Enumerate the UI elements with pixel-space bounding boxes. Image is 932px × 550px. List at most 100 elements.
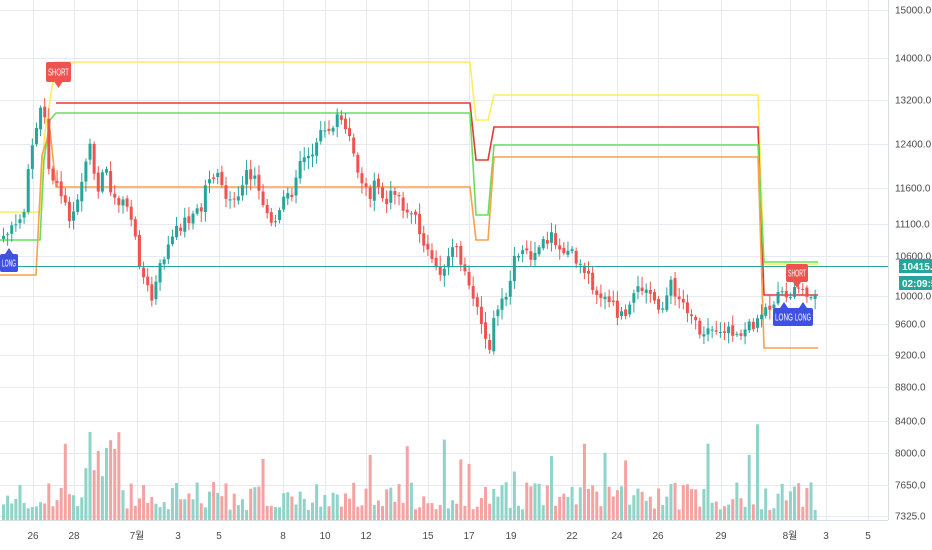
candle-body	[661, 308, 665, 310]
x-tick-label: 24	[611, 531, 623, 542]
volume-bar	[648, 496, 652, 520]
candle-body	[240, 185, 244, 196]
candle-body	[179, 227, 183, 231]
volume-bar	[537, 483, 541, 520]
candle-body	[467, 271, 471, 286]
volume-bar	[240, 499, 244, 520]
volume-bar	[39, 502, 43, 520]
volume-bar	[265, 505, 269, 520]
candle-body	[508, 280, 512, 297]
signal-badge-pointer	[799, 302, 807, 308]
signal-badge-long[interactable]: LONG	[793, 302, 813, 326]
candle-body	[389, 190, 393, 203]
y-tick-label: 8400.0	[895, 417, 926, 428]
candle-body	[348, 128, 352, 137]
candle-body	[574, 250, 578, 264]
candle-body	[109, 171, 113, 193]
signal-badge-short[interactable]: SHORT	[786, 264, 808, 288]
volume-bar	[665, 496, 669, 520]
candle-body	[479, 306, 483, 324]
volume-bar	[315, 484, 319, 520]
volume-bar	[249, 488, 253, 520]
candle-body	[784, 291, 788, 298]
signal-badge-long[interactable]: LONG	[0, 248, 18, 272]
volume-bar	[51, 506, 55, 520]
volume-bar	[393, 501, 397, 520]
volume-bar	[170, 487, 174, 520]
volume-bar	[323, 495, 327, 520]
signal-label: SHORT	[788, 269, 806, 280]
y-tick-label: 10000.0	[895, 292, 932, 303]
x-tick-label: 5	[216, 531, 222, 542]
candle-body	[636, 286, 640, 293]
volume-bar	[488, 503, 492, 520]
volume-bar	[158, 507, 162, 520]
volume-bar	[269, 505, 273, 520]
candle-body	[269, 212, 273, 223]
volume-bar	[442, 439, 446, 520]
volume-bar	[113, 448, 117, 520]
candle-body	[22, 212, 26, 218]
candle-body	[463, 264, 467, 272]
volume-bar	[339, 506, 343, 520]
candle-body	[51, 168, 55, 181]
candle-body	[183, 217, 187, 232]
volume-bar	[129, 483, 133, 520]
candle-body	[154, 281, 158, 300]
candle-body	[541, 239, 545, 249]
signal-badge-pointer	[780, 302, 788, 308]
volume-bar	[743, 506, 747, 520]
volume-bar	[500, 485, 504, 520]
candle-body	[302, 157, 306, 163]
volume-bar	[434, 509, 438, 520]
price-axis[interactable]: 15000.0 14000.0 13200.0 12400.0 11600.0 11100…	[895, 6, 932, 523]
candle-body	[521, 250, 525, 255]
candle-body	[381, 187, 385, 199]
candle-body	[311, 154, 314, 157]
volume-bar	[273, 507, 277, 520]
volume-bar	[727, 504, 731, 520]
volume-bar	[628, 504, 632, 520]
volume-bar	[603, 452, 607, 520]
time-axis[interactable]: 26 28 7월 3 5 8 10 12 15 17 19 22 24 26 29 8월 3 5	[27, 530, 871, 542]
x-tick-label: 8월	[783, 530, 798, 542]
volume-bar	[63, 443, 67, 520]
volume-bar	[142, 485, 146, 520]
volume-bar	[710, 502, 714, 520]
candle-body	[426, 243, 430, 250]
level-line	[0, 129, 818, 349]
volume-bar	[739, 498, 743, 520]
signal-badge-short[interactable]: SHORT	[46, 62, 71, 88]
signal-badge-pointer	[54, 82, 63, 88]
volume-bar	[525, 482, 529, 520]
volume-bar	[797, 483, 801, 520]
candle-body	[121, 199, 125, 206]
candle-body	[282, 196, 286, 210]
current-price-value: 10415.0	[902, 262, 932, 273]
candle-body	[187, 216, 191, 224]
candle-body	[562, 247, 566, 254]
volume-bar	[306, 509, 310, 520]
candle-body	[599, 293, 603, 298]
volume-bar	[162, 502, 166, 520]
volume-bar	[529, 486, 533, 520]
volume-bar	[768, 509, 772, 520]
volume-bar	[702, 489, 706, 520]
candle-body	[764, 307, 768, 316]
volume-bar	[166, 509, 170, 520]
volume-bar	[216, 492, 220, 520]
candle-body	[694, 316, 698, 321]
candle-body	[517, 255, 520, 258]
level-line	[0, 61, 818, 265]
candle-body	[710, 329, 714, 331]
volume-bar	[2, 504, 5, 520]
volume-bar	[706, 443, 710, 520]
y-tick-label: 9600.0	[895, 320, 926, 331]
candle-body	[166, 244, 170, 260]
volume-bar	[669, 484, 673, 520]
signal-badge-long[interactable]: LONG	[773, 302, 795, 326]
volume-bar	[88, 431, 92, 520]
candle-body	[105, 169, 108, 173]
candle-body	[84, 161, 88, 182]
